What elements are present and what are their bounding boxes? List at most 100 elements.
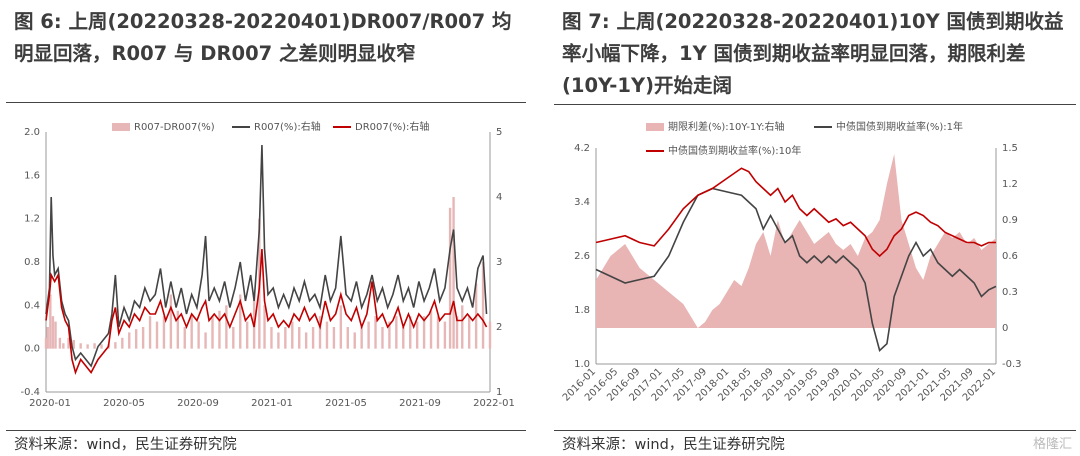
bar-mark: [93, 343, 96, 349]
bar-mark: [360, 327, 363, 349]
y-left-tick-label: 1.2: [24, 214, 40, 225]
y-left-tick-label: 0.0: [24, 344, 40, 355]
y-right-tick-label: 0.9: [1002, 215, 1018, 226]
y-left-tick-label: 4.2: [574, 143, 590, 154]
bar-mark: [162, 316, 166, 349]
bar-mark: [51, 316, 55, 349]
bar-mark: [353, 332, 356, 349]
bar-mark: [298, 327, 301, 349]
bar-mark: [49, 294, 52, 349]
y-right-tick-label: 2: [496, 322, 502, 333]
y-right-tick-label: 0: [1002, 323, 1008, 334]
bar-mark: [488, 321, 492, 349]
bar-mark: [461, 305, 464, 349]
y-left-tick-label: 0.8: [24, 257, 40, 268]
bar-mark: [402, 327, 405, 349]
legend-swatch: [646, 123, 664, 131]
source-note: 资料来源：wind，民生证券研究院: [562, 437, 785, 453]
watermark: 格隆汇: [1032, 437, 1072, 452]
bar-mark: [204, 332, 207, 349]
bar-mark: [304, 332, 308, 349]
y-left-tick-label: 0.4: [24, 300, 40, 311]
legend-label: DR007(%):右轴: [355, 120, 429, 133]
bar-mark: [318, 316, 322, 349]
bar-mark: [429, 310, 433, 349]
y-right-tick-label: 3: [496, 257, 502, 268]
bar-mark: [436, 316, 440, 349]
bar-mark: [134, 329, 138, 349]
bar-mark: [148, 316, 152, 349]
line-series: [45, 248, 488, 376]
bar-mark: [263, 305, 266, 349]
bar-mark: [44, 337, 48, 349]
x-tick-label: 2022-01: [473, 398, 515, 409]
y-right-tick-label: 4: [496, 192, 502, 203]
y-right-tick-label: -0.3: [1002, 359, 1022, 370]
source-rule: [6, 430, 526, 431]
bar-mark: [448, 207, 452, 349]
y-left-tick-label: 2.0: [24, 127, 40, 138]
bar-mark: [415, 321, 419, 349]
bar-mark: [455, 316, 459, 349]
bar-mark: [291, 321, 294, 349]
y-left-tick-label: 1.6: [24, 170, 40, 181]
bar-mark: [176, 310, 180, 349]
bar-mark: [409, 316, 412, 349]
source-note: 资料来源：wind，民生证券研究院: [14, 437, 237, 453]
area-series: [596, 154, 996, 328]
chart-title: 图 6: 上周(20220328-20220401)DR007/R007 均明显…: [14, 10, 512, 65]
bar-mark: [346, 327, 349, 349]
bar-mark: [270, 327, 273, 349]
bar-mark: [239, 294, 242, 349]
y-right-tick-label: 0.6: [1002, 251, 1018, 262]
bar-mark: [367, 321, 370, 349]
bar-mark: [62, 343, 65, 349]
bar-mark: [100, 344, 103, 349]
legend-label: R007-DR007(%): [134, 122, 215, 133]
legend-label: 期限利差(%):10Y-1Y:右轴: [668, 120, 784, 133]
bar-mark: [284, 327, 287, 349]
bar-mark: [395, 316, 398, 349]
bar-mark: [218, 310, 221, 349]
x-tick-label: 2021-09: [399, 398, 441, 409]
bar-mark: [381, 327, 384, 349]
bar-mark: [245, 321, 249, 349]
bar-mark: [128, 332, 131, 349]
bar-mark: [325, 321, 329, 349]
bar-mark: [67, 337, 70, 349]
y-right-tick-label: 5: [496, 127, 502, 138]
y-left-tick-label: -0.4: [20, 387, 40, 398]
bar-mark: [141, 327, 145, 349]
source-rule: [554, 430, 1076, 431]
y-right-tick-label: 1: [496, 387, 502, 398]
y-right-tick-label: 1.2: [1002, 179, 1018, 190]
bar-mark: [183, 327, 186, 349]
x-tick-label: 2020-01: [29, 398, 71, 409]
legend-label: 中债国债到期收益率(%):10年: [668, 144, 801, 157]
y-left-tick-label: 3.4: [574, 197, 590, 208]
line-series: [595, 167, 996, 258]
bar-mark: [169, 294, 173, 349]
legend-label: 中债国债到期收益率(%):1年: [836, 120, 963, 133]
bar-mark: [467, 316, 471, 349]
line-series: [45, 144, 488, 368]
bar-mark: [422, 316, 426, 349]
bar-mark: [388, 321, 391, 349]
bar-mark: [339, 305, 343, 349]
chart-panel-2: 图 7: 上周(20220328-20220401)10Y 国债到期收益率小幅下…: [548, 0, 1080, 456]
bar-mark: [232, 327, 235, 349]
y-left-tick-label: 2.6: [574, 251, 590, 262]
bar-mark: [79, 343, 82, 349]
bar-mark: [443, 321, 447, 349]
chart-title: 图 7: 上周(20220328-20220401)10Y 国债到期收益率小幅下…: [562, 10, 1064, 97]
bar-mark: [225, 305, 228, 349]
bar-mark: [197, 321, 200, 349]
y-left-tick-label: 1.8: [574, 305, 590, 316]
bar-mark: [155, 321, 159, 349]
legend-swatch: [112, 123, 130, 131]
x-tick-label: 2020-05: [103, 398, 145, 409]
bar-mark: [332, 327, 336, 349]
bar-mark: [54, 321, 57, 349]
bar-mark: [311, 327, 315, 349]
chart-1-svg: 2.0 1.6 1.2 0.8 0.4 0.0 -0.4 5 4 3 2 1 2020-01 2020-0…: [20, 120, 515, 409]
